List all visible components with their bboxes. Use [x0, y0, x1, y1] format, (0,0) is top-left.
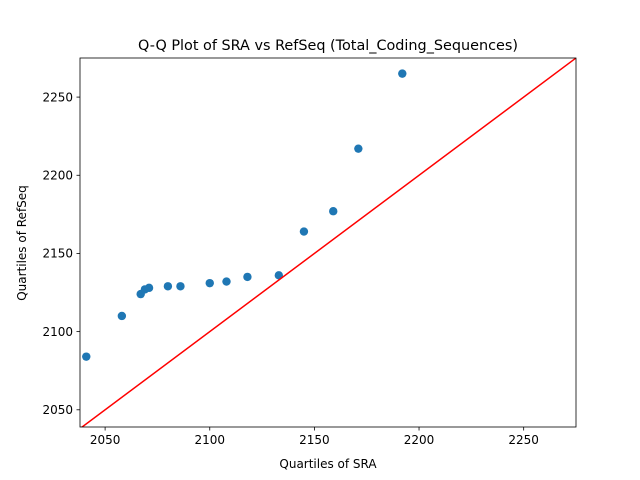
data-point	[205, 278, 214, 288]
data-point	[299, 227, 309, 236]
data-point	[354, 144, 363, 153]
y-tick-label: 2100	[42, 325, 73, 339]
y-tick-label: 2200	[42, 169, 73, 183]
y-tick-label: 2150	[42, 247, 73, 261]
data-point	[82, 352, 91, 361]
y-tick-label: 2050	[42, 403, 73, 417]
x-tick-label: 2250	[508, 433, 539, 447]
chart-title: Q-Q Plot of SRA vs RefSeq (Total_Coding_…	[138, 38, 518, 54]
data-point	[329, 207, 338, 216]
reference-line	[80, 58, 576, 427]
data-point	[144, 283, 154, 293]
y-tick-label: 2250	[42, 90, 73, 104]
axes-frame	[79, 57, 577, 428]
x-tick-label: 2100	[194, 433, 225, 447]
x-tick-label: 2050	[90, 433, 121, 447]
x-tick-label: 2150	[299, 433, 330, 447]
data-point	[176, 282, 185, 291]
y-axis-ticks: 2050 2100 2150 2200 2250	[42, 90, 80, 417]
x-tick-label: 2200	[404, 433, 435, 447]
x-axis-ticks: 2050 2100 2150 2200 2250	[90, 427, 539, 447]
data-point	[243, 272, 252, 282]
plot-area	[80, 58, 576, 427]
data-point	[222, 277, 231, 286]
data-point	[163, 282, 173, 291]
data-point	[398, 69, 407, 78]
x-axis-label: Quartiles of SRA	[279, 457, 377, 471]
data-point	[274, 271, 284, 280]
data-point	[117, 311, 127, 321]
y-axis-label: Quartiles of RefSeq	[15, 185, 29, 301]
